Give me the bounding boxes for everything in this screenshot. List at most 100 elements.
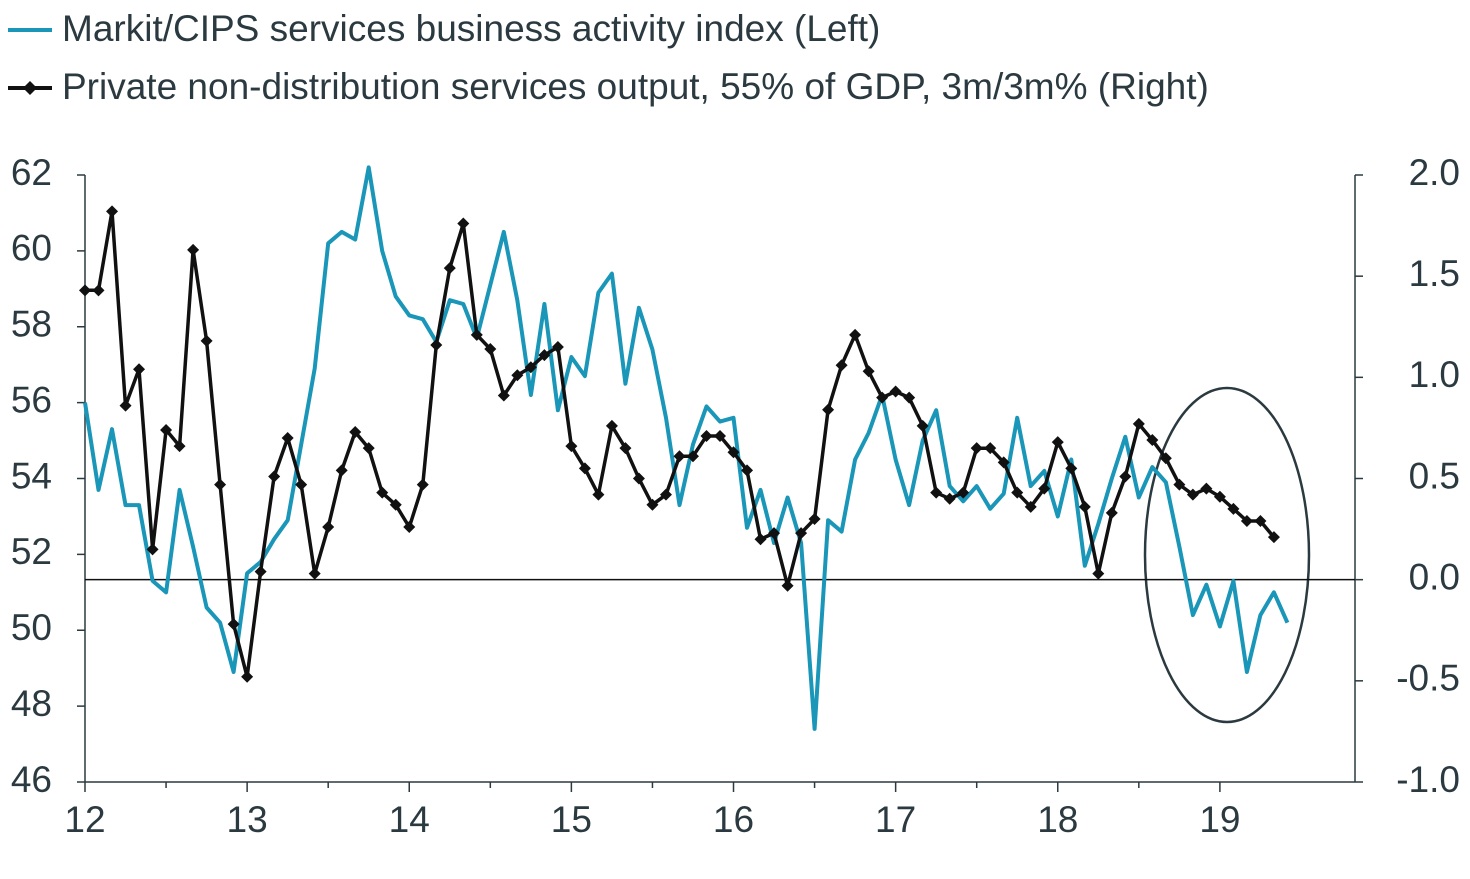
y-tick-label: 62	[11, 152, 52, 193]
point-marker	[106, 205, 119, 218]
point-marker	[592, 488, 605, 501]
y2-tick-label: 1.0	[1409, 354, 1460, 395]
y2-tick-label: -1.0	[1396, 759, 1460, 800]
point-marker	[511, 369, 524, 382]
point-marker	[808, 512, 821, 525]
legend-marker	[23, 81, 37, 95]
point-marker	[754, 533, 767, 546]
point-marker	[714, 430, 726, 443]
point-marker	[227, 618, 240, 631]
x-tick-label: 16	[713, 799, 754, 840]
point-marker	[160, 423, 173, 436]
y-tick-label: 46	[11, 759, 52, 800]
x-tick-label: 15	[551, 799, 592, 840]
point-marker	[146, 543, 159, 556]
point-marker	[497, 389, 510, 402]
series-line	[85, 209, 1276, 679]
point-marker	[1159, 452, 1172, 465]
point-marker	[254, 565, 267, 578]
point-marker	[241, 670, 254, 683]
point-marker	[768, 527, 781, 540]
x-tick-label: 17	[875, 799, 916, 840]
point-marker	[92, 284, 105, 297]
point-marker	[1092, 567, 1105, 580]
point-marker	[349, 425, 362, 438]
y2-tick-label: 1.5	[1409, 253, 1460, 294]
point-marker	[443, 262, 456, 275]
point-marker	[187, 243, 200, 256]
point-marker	[997, 456, 1010, 469]
point-marker	[1132, 417, 1145, 430]
point-marker	[430, 338, 443, 351]
point-marker	[1078, 500, 1091, 513]
point-marker	[308, 567, 321, 580]
highlight-ellipse	[1143, 386, 1311, 724]
point-marker	[632, 472, 645, 485]
y-tick-label: 52	[11, 531, 52, 572]
point-marker	[133, 363, 146, 376]
point-marker	[1011, 486, 1024, 499]
point-marker	[322, 521, 335, 534]
point-marker	[79, 284, 91, 297]
point-marker	[457, 217, 470, 230]
legend-label: Private non-distribution services output…	[62, 66, 1209, 107]
point-marker	[727, 446, 740, 459]
point-marker	[957, 486, 970, 499]
point-marker	[1105, 506, 1118, 519]
point-marker	[565, 440, 578, 453]
y-tick-label: 56	[11, 379, 52, 420]
y-tick-label: 48	[11, 683, 52, 724]
point-marker	[1146, 434, 1159, 447]
point-marker	[389, 498, 402, 511]
y-tick-label: 54	[11, 455, 52, 496]
point-marker	[119, 399, 132, 412]
point-marker	[849, 328, 862, 341]
point-marker	[943, 492, 956, 505]
point-marker	[376, 486, 389, 499]
x-tick-label: 12	[64, 799, 105, 840]
point-marker	[362, 442, 375, 455]
point-marker	[268, 470, 281, 483]
y-tick-label: 58	[11, 304, 52, 345]
x-tick-label: 18	[1037, 799, 1078, 840]
point-marker	[1240, 514, 1253, 527]
point-marker	[781, 579, 794, 592]
y-tick-label: 50	[11, 607, 52, 648]
legend-label: Markit/CIPS services business activity i…	[62, 8, 880, 49]
point-marker	[1038, 482, 1051, 495]
point-marker	[578, 462, 591, 475]
series-line	[83, 165, 1290, 731]
point-marker	[659, 488, 672, 501]
point-marker	[984, 442, 997, 455]
point-marker	[173, 440, 186, 453]
x-tick-label: 13	[227, 799, 268, 840]
point-marker	[876, 391, 889, 404]
point-marker	[538, 349, 551, 362]
point-marker	[673, 450, 686, 463]
point-marker	[646, 498, 659, 511]
point-marker	[930, 486, 943, 499]
point-marker	[700, 430, 713, 443]
point-marker	[903, 391, 916, 404]
point-marker	[1186, 488, 1199, 501]
point-marker	[1119, 470, 1132, 483]
point-marker	[1024, 500, 1037, 513]
point-marker	[1254, 514, 1267, 527]
x-tick-label: 14	[389, 799, 430, 840]
y-tick-label: 60	[11, 228, 52, 269]
point-marker	[416, 478, 429, 491]
point-marker	[1227, 502, 1240, 515]
point-marker	[524, 361, 537, 374]
point-marker	[281, 432, 294, 445]
point-marker	[916, 419, 929, 432]
point-marker	[295, 478, 308, 491]
point-marker	[551, 340, 564, 353]
point-marker	[619, 442, 632, 455]
point-marker	[1267, 531, 1280, 544]
point-marker	[1051, 436, 1064, 449]
point-marker	[470, 328, 483, 341]
point-marker	[403, 521, 416, 534]
point-marker	[200, 334, 213, 347]
